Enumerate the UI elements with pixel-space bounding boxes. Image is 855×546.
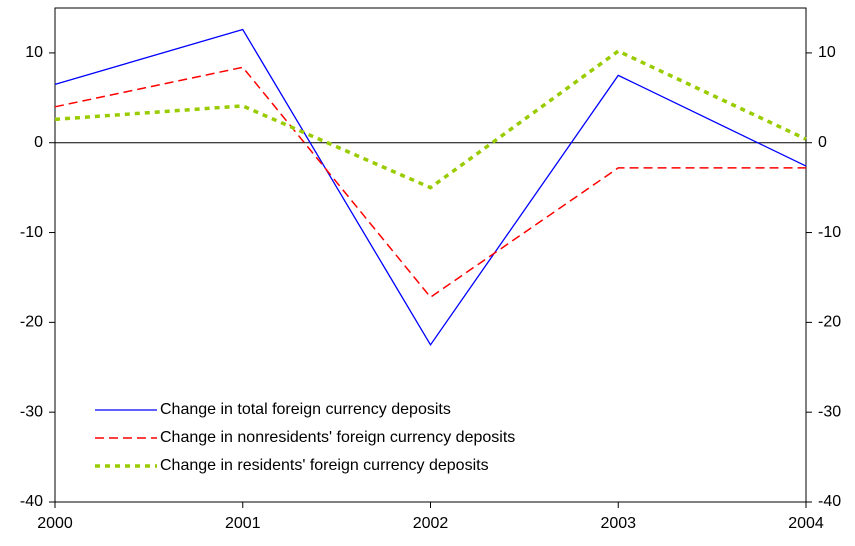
x-tick-label: 2004 — [788, 515, 824, 532]
x-tick-label: 2002 — [413, 515, 449, 532]
x-tick-label: 2003 — [600, 515, 636, 532]
x-tick-label: 2000 — [37, 515, 73, 532]
y2-tick-label: 0 — [818, 134, 827, 151]
y2-tick-label: -40 — [818, 493, 841, 510]
y-tick-label: -20 — [20, 314, 43, 331]
y-tick-label: -30 — [20, 403, 43, 420]
plot-frame — [54, 7, 807, 503]
series-line — [54, 28, 807, 347]
y2-tick-label: -30 — [818, 403, 841, 420]
legend-label: Change in total foreign currency deposit… — [160, 401, 451, 418]
y-tick-label: -40 — [20, 493, 43, 510]
y2-tick-label: 10 — [818, 44, 836, 61]
legend-label: Change in residents' foreign currency de… — [160, 457, 489, 474]
series-line — [54, 49, 807, 190]
x-tick-label: 2001 — [225, 515, 261, 532]
y2-tick-label: -10 — [818, 224, 841, 241]
series-line — [54, 66, 806, 299]
y-tick-label: -10 — [20, 224, 43, 241]
y-tick-label: 0 — [34, 134, 43, 151]
y-tick-label: 10 — [25, 44, 43, 61]
legend-label: Change in nonresidents' foreign currency… — [160, 429, 515, 446]
y2-tick-label: -20 — [818, 314, 841, 331]
